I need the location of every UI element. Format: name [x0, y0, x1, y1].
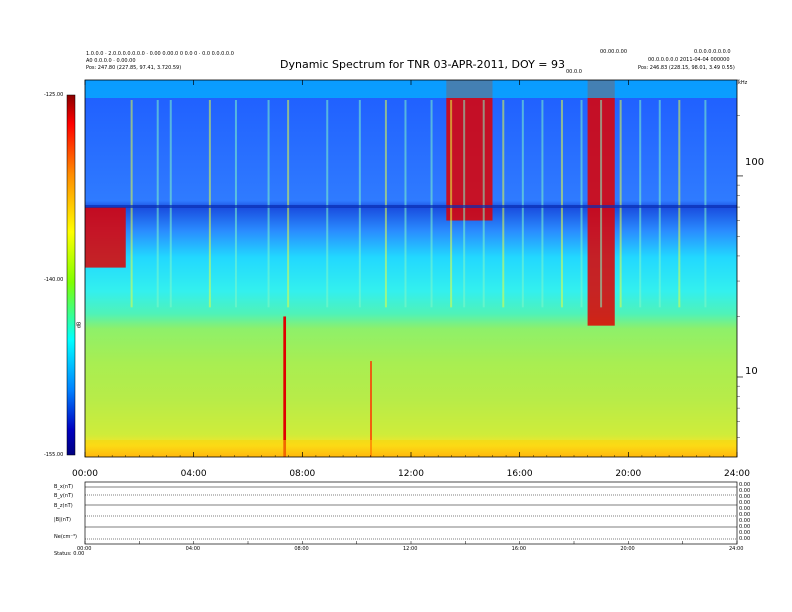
bottom-panel-frame — [84, 481, 738, 545]
spectrogram-streak — [541, 100, 544, 308]
spectrogram-streak — [404, 100, 407, 308]
bottom-footer-label: Status: 0.00 — [54, 551, 85, 557]
bottom-time-label: 12:00 — [403, 546, 418, 552]
bottom-time-label: 24:00 — [729, 546, 744, 552]
header-meta-right-a: 00.00.0.00 — [600, 49, 628, 55]
spectrogram-streak — [450, 100, 453, 308]
spectrogram-background — [85, 80, 737, 457]
freq-axis-unit: kHz — [738, 80, 748, 86]
feature-2 — [283, 316, 287, 457]
bottom-row-label: Ne(cm⁻³) — [54, 534, 77, 540]
x-tick-label: 16:00 — [506, 469, 533, 479]
spectrogram-streak — [208, 100, 211, 308]
spectrogram-streak — [169, 100, 172, 308]
spectrogram-streak — [639, 100, 642, 308]
chart-title: Dynamic Spectrum for TNR 03-APR-2011, DO… — [280, 58, 566, 71]
header-position-left: Pos: 247.80 (227.85, 97.41, 3.720.59) — [86, 65, 182, 71]
spectrogram-streak — [678, 100, 681, 308]
bottom-right-label: 0.00 — [739, 482, 751, 488]
spectrogram-streak — [482, 100, 485, 308]
header-meta-line-2: A0 0.0.0.0 · 0.00.00 — [86, 58, 136, 64]
spectrogram-streak — [234, 100, 237, 308]
bottom-time-label: 16:00 — [511, 546, 527, 552]
header-meta-line-1: 1.0.0.0 · 2.0.0.0.0.0.0.0 · 0.00 0.00.0 … — [86, 51, 234, 57]
spectrogram-streak — [430, 100, 433, 308]
bottom-row-label: |B|(nT) — [54, 517, 71, 523]
spectrogram-streak — [267, 100, 270, 308]
spectrogram-streak — [658, 100, 661, 308]
spectrogram-streak — [130, 100, 133, 308]
header-meta-right-b: 0.0.0.0.0.0.0.0 — [694, 49, 731, 55]
x-tick-label: 04:00 — [180, 469, 207, 479]
header-small-label: 00.0.0 — [566, 69, 582, 75]
feature-0 — [446, 80, 493, 221]
spectrogram-streak — [358, 100, 361, 308]
bottom-time-label: 20:00 — [620, 546, 635, 552]
spectrogram-streak — [326, 100, 329, 308]
bottom-row-label: B_y(nT) — [54, 493, 74, 499]
x-tick-label: 00:00 — [72, 469, 98, 479]
bottom-right-label: 0.00 — [739, 530, 751, 536]
spectrogram-streak — [463, 100, 466, 308]
bottom-row-label: B_z(nT) — [54, 503, 73, 509]
spectrogram-streak — [580, 100, 583, 308]
bottom-right-label: 0.00 — [739, 518, 751, 524]
spectrogram-streak — [560, 100, 563, 308]
header-meta-right-line-2: 00.0.0.0.0.0 2011-04-04 000000 — [648, 57, 730, 63]
spectrogram-streak — [384, 100, 387, 308]
bottom-right-label: 0.00 — [739, 500, 751, 506]
spectrogram-streak — [600, 100, 603, 308]
bottom-right-label: 0.00 — [739, 494, 751, 500]
spectrogram-streak — [521, 100, 524, 308]
freq-tick-label-100: 100 — [745, 157, 765, 168]
bottom-time-label: 08:00 — [294, 546, 309, 552]
feature-4 — [85, 207, 126, 268]
bottom-time-label: 00:00 — [77, 546, 92, 552]
spectrogram-streak — [619, 100, 622, 308]
x-tick-label: 12:00 — [398, 469, 424, 479]
freq-tick-label-10: 10 — [745, 366, 758, 377]
bottom-right-label: 0.00 — [739, 524, 751, 530]
spectrogram-streak — [156, 100, 159, 308]
bottom-right-label: 0.00 — [739, 536, 751, 542]
colorbar-tick-mid: -140.00 — [44, 277, 64, 283]
x-tick-label: 24:00 — [724, 469, 750, 479]
spectrogram-streak — [704, 100, 707, 308]
feature-3 — [370, 361, 372, 457]
band-dark — [85, 205, 737, 208]
x-tick-label: 20:00 — [615, 469, 642, 479]
bottom-right-label: 0.00 — [739, 488, 751, 494]
colorbar — [66, 94, 76, 456]
colorbar-tick-bottom: -155.00 — [44, 452, 64, 458]
bottom-right-label: 0.00 — [739, 506, 751, 512]
band-bottom — [85, 440, 737, 457]
spectrogram-streak — [287, 100, 290, 308]
band-top — [85, 80, 737, 98]
colorbar-tick-top: -125.00 — [44, 92, 64, 98]
header-position-right: Pos: 246.83 (228.15, 98.01, 3.49 0.55) — [638, 65, 735, 71]
bottom-right-label: 0.00 — [739, 512, 751, 518]
bottom-time-label: 04:00 — [185, 546, 201, 552]
x-tick-label: 08:00 — [289, 469, 316, 479]
spectrogram-streak — [502, 100, 505, 308]
bottom-row-label: B_x(nT) — [54, 484, 74, 490]
